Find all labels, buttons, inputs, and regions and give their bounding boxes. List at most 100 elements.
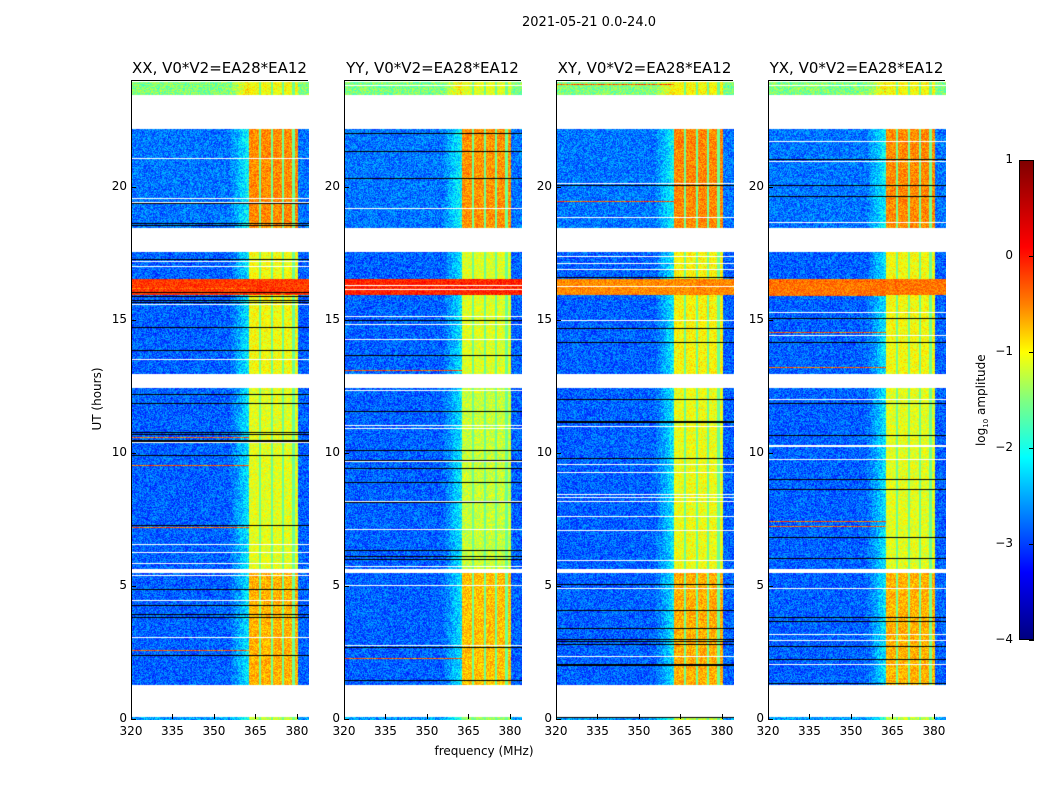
colorbar-label-subscript: 10 <box>982 418 991 428</box>
x-tick-label: 380 <box>710 724 734 738</box>
y-tick-label: 5 <box>119 577 127 592</box>
x-tick-label: 380 <box>498 724 522 738</box>
x-tick-mark <box>131 714 132 719</box>
colorbar-tick-label: 1 <box>1005 152 1013 166</box>
heatmap-panel <box>344 80 522 720</box>
y-tick-mark <box>556 186 561 188</box>
y-tick-mark <box>768 452 773 454</box>
x-tick-mark <box>344 714 345 719</box>
x-tick-label: 350 <box>839 724 863 738</box>
y-tick-mark <box>344 186 349 188</box>
heatmap-cells <box>132 81 309 720</box>
y-tick-label: 10 <box>111 444 127 459</box>
y-tick-label: 0 <box>332 711 340 725</box>
x-tick-mark <box>638 714 640 719</box>
x-tick-mark <box>296 714 298 719</box>
panel-title: YY, V0*V2=EA28*EA12 <box>346 59 519 77</box>
colorbar-tick-label: −1 <box>995 344 1013 358</box>
colorbar-tick-mark <box>1029 160 1034 161</box>
heatmap-cells <box>769 81 946 720</box>
y-tick-label: 5 <box>332 577 340 592</box>
figure-title: 2021-05-21 0.0-24.0 <box>522 15 656 30</box>
y-tick-mark <box>556 585 561 587</box>
colorbar <box>1019 160 1034 640</box>
x-tick-mark <box>172 714 174 719</box>
y-tick-label: 5 <box>756 577 764 592</box>
x-tick-mark <box>680 714 682 719</box>
y-tick-mark <box>768 585 773 587</box>
x-tick-mark <box>468 714 470 719</box>
y-tick-label: 0 <box>119 711 127 725</box>
y-tick-label: 10 <box>748 444 764 459</box>
x-axis-label: frequency (MHz) <box>434 744 534 758</box>
x-tick-mark <box>933 714 935 719</box>
x-tick-label: 320 <box>119 724 143 738</box>
y-tick-label: 20 <box>536 178 552 193</box>
x-tick-label: 350 <box>415 724 439 738</box>
y-tick-mark <box>344 585 349 587</box>
x-tick-mark <box>426 714 428 719</box>
y-tick-mark <box>131 319 136 321</box>
y-tick-mark <box>131 585 136 587</box>
x-tick-mark <box>809 714 811 719</box>
y-axis-label: UT (hours) <box>90 367 104 431</box>
x-tick-label: 335 <box>374 724 397 738</box>
y-tick-label: 15 <box>536 311 552 326</box>
colorbar-tick-mark <box>1029 448 1034 449</box>
heatmap-panel <box>131 80 309 720</box>
y-tick-mark <box>344 319 349 321</box>
y-tick-mark <box>344 719 349 720</box>
panel-title: XX, V0*V2=EA28*EA12 <box>132 59 307 77</box>
y-tick-label: 20 <box>748 178 764 193</box>
y-tick-mark <box>131 452 136 454</box>
panel-title: XY, V0*V2=EA28*EA12 <box>557 59 732 77</box>
colorbar-label: log10 amplitude <box>973 354 991 447</box>
y-tick-label: 5 <box>544 577 552 592</box>
y-tick-label: 10 <box>324 444 340 459</box>
x-tick-label: 365 <box>669 724 692 738</box>
y-tick-label: 0 <box>544 711 552 725</box>
heatmap-panel <box>556 80 734 720</box>
y-tick-label: 20 <box>324 178 340 193</box>
x-tick-mark <box>850 714 852 719</box>
y-tick-mark <box>556 719 561 720</box>
colorbar-tick-label: 0 <box>1005 248 1013 262</box>
y-tick-label: 0 <box>756 711 764 725</box>
colorbar-tick-label: −4 <box>995 632 1013 646</box>
x-tick-label: 335 <box>586 724 609 738</box>
y-tick-mark <box>768 719 773 720</box>
colorbar-tick-label: −2 <box>995 440 1013 454</box>
x-tick-label: 320 <box>332 724 356 738</box>
colorbar-tick-mark <box>1029 544 1034 545</box>
y-tick-mark <box>768 319 773 321</box>
y-tick-label: 15 <box>324 311 340 326</box>
colorbar-tick-mark <box>1029 352 1034 353</box>
y-tick-mark <box>768 186 773 188</box>
y-tick-mark <box>556 319 561 321</box>
y-tick-label: 15 <box>111 311 127 326</box>
panel-title: YX, V0*V2=EA28*EA12 <box>769 59 944 77</box>
y-tick-label: 20 <box>111 178 127 193</box>
x-tick-label: 320 <box>756 724 780 738</box>
x-tick-label: 365 <box>881 724 904 738</box>
x-tick-mark <box>509 714 511 719</box>
x-tick-label: 380 <box>285 724 309 738</box>
y-tick-label: 15 <box>748 311 764 326</box>
x-tick-label: 380 <box>922 724 946 738</box>
x-tick-label: 335 <box>798 724 821 738</box>
x-tick-mark <box>385 714 387 719</box>
x-tick-mark <box>255 714 257 719</box>
y-tick-mark <box>556 452 561 454</box>
x-tick-label: 365 <box>457 724 480 738</box>
x-tick-label: 320 <box>544 724 568 738</box>
heatmap-cells <box>345 81 522 720</box>
x-tick-mark <box>597 714 599 719</box>
colorbar-tick-label: −3 <box>995 536 1013 550</box>
y-tick-mark <box>131 719 136 720</box>
x-tick-label: 350 <box>202 724 226 738</box>
x-tick-mark <box>768 714 769 719</box>
heatmap-cells <box>557 81 734 720</box>
x-tick-label: 350 <box>627 724 651 738</box>
y-tick-label: 10 <box>536 444 552 459</box>
